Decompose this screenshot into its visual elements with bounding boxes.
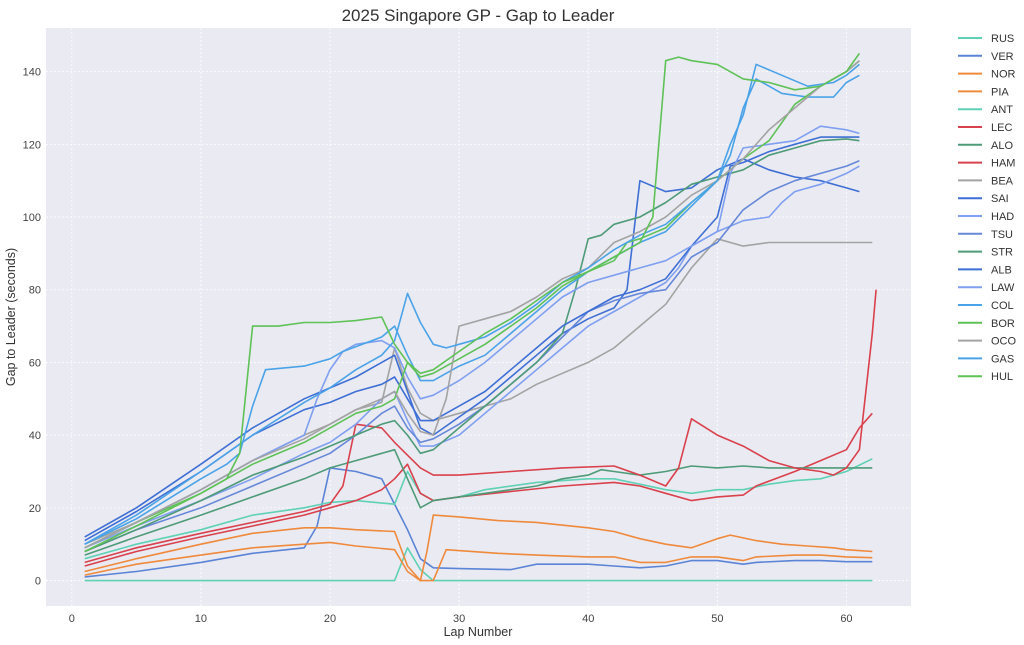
legend-label: GAS <box>991 353 1014 365</box>
legend-label: ANT <box>991 104 1013 116</box>
legend-item-ant: ANT <box>958 104 1013 116</box>
series-line-col <box>84 74 860 545</box>
legend-label: HAD <box>991 211 1014 223</box>
legend-label: OCO <box>991 336 1017 348</box>
series-line-ant <box>84 458 873 560</box>
series-lines <box>84 52 877 582</box>
legend-label: NOR <box>991 69 1016 81</box>
series-line-alb <box>84 136 860 542</box>
legend-label: VER <box>991 51 1014 63</box>
legend-item-hul: HUL <box>958 371 1013 383</box>
legend-label: PIA <box>991 86 1009 98</box>
legend-item-ver: VER <box>958 51 1014 63</box>
legend-item-oco: OCO <box>958 336 1017 348</box>
legend-item-rus: RUS <box>958 33 1014 45</box>
legend-label: RUS <box>991 33 1014 45</box>
legend-item-alo: ALO <box>958 140 1013 152</box>
x-axis-label: Lap Number <box>444 625 513 639</box>
legend-item-pia: PIA <box>958 86 1009 98</box>
y-axis-label: Gap to Leader (seconds) <box>4 248 18 386</box>
legend-item-sai: SAI <box>958 193 1009 205</box>
series-line-oco <box>84 60 860 549</box>
legend-item-ham: HAM <box>958 158 1015 170</box>
y-tick-label: 20 <box>29 503 41 515</box>
x-tick-label: 0 <box>69 613 75 625</box>
x-tick-label: 10 <box>195 613 207 625</box>
x-tick-label: 60 <box>840 613 852 625</box>
legend-item-lec: LEC <box>958 122 1012 134</box>
legend-label: STR <box>991 247 1013 259</box>
series-line-rus <box>84 547 873 582</box>
legend-item-str: STR <box>958 247 1013 259</box>
legend-label: HAM <box>991 158 1015 170</box>
y-tick-label: 80 <box>29 285 41 297</box>
series-line-ver <box>84 467 873 578</box>
series-line-alo <box>84 448 873 556</box>
series-line-hul <box>84 52 861 553</box>
x-tick-label: 40 <box>582 613 594 625</box>
legend-label: COL <box>991 300 1014 312</box>
legend-label: LEC <box>991 122 1012 134</box>
y-tick-label: 140 <box>23 67 41 79</box>
series-line-str <box>84 138 860 553</box>
legend-item-had: HAD <box>958 211 1014 223</box>
y-tick-label: 60 <box>29 357 41 369</box>
legend-label: ALB <box>991 264 1012 276</box>
series-line-nor <box>84 541 873 582</box>
chart-title: 2025 Singapore GP - Gap to Leader <box>342 6 615 25</box>
legend-label: BEA <box>991 175 1014 187</box>
y-tick-label: 100 <box>23 212 41 224</box>
series-line-had <box>84 165 860 549</box>
legend-label: SAI <box>991 193 1009 205</box>
legend-item-bea: BEA <box>958 175 1014 187</box>
legend-label: BOR <box>991 318 1015 330</box>
y-tick-labels: 0 20 40 60 80 100 120 140 <box>23 67 41 588</box>
series-line-lec <box>84 412 873 567</box>
legend-label: LAW <box>991 282 1015 294</box>
legend-item-gas: GAS <box>958 353 1014 365</box>
x-tick-label: 30 <box>453 613 465 625</box>
y-tick-label: 40 <box>29 430 41 442</box>
x-tick-label: 50 <box>711 613 723 625</box>
series-line-pia <box>84 514 873 582</box>
series-line-bor <box>84 60 860 549</box>
legend-item-nor: NOR <box>958 69 1016 81</box>
legend-item-tsu: TSU <box>958 229 1013 241</box>
series-line-ham <box>84 289 877 564</box>
y-tick-label: 0 <box>35 576 41 588</box>
legend-item-law: LAW <box>958 282 1015 294</box>
legend-item-bor: BOR <box>958 318 1015 330</box>
legend-label: HUL <box>991 371 1013 383</box>
legend-label: ALO <box>991 140 1013 152</box>
plot-area <box>46 28 911 606</box>
series-line-bea <box>84 238 873 545</box>
x-tick-label: 20 <box>324 613 336 625</box>
y-tick-label: 120 <box>23 139 41 151</box>
legend-label: TSU <box>991 229 1013 241</box>
legend: RUS VER NOR PIA ANT LEC ALO HAM BEA SAI HAD TSU STR A… <box>958 33 1017 383</box>
legend-item-alb: ALB <box>958 264 1012 276</box>
x-tick-labels: 0 10 20 30 40 50 60 <box>69 613 853 625</box>
legend-item-col: COL <box>958 300 1014 312</box>
series-line-gas <box>84 63 860 545</box>
